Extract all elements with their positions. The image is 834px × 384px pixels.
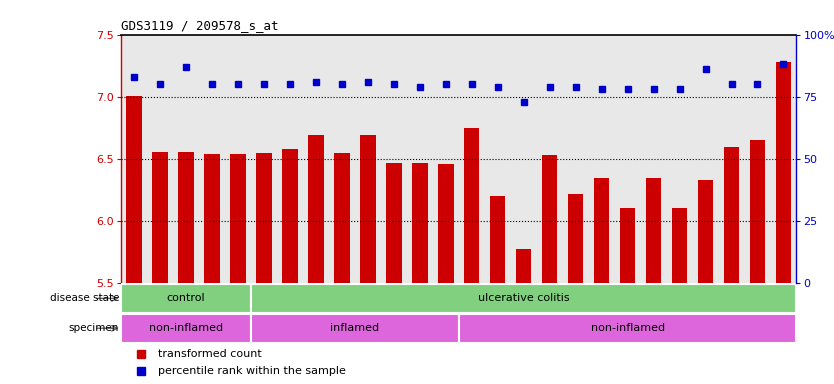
Bar [589,35,615,283]
Bar [459,314,796,343]
Bar [381,35,407,283]
Bar [121,314,251,343]
Bar [152,152,168,283]
Bar [303,35,329,283]
Bar [594,178,610,283]
Bar [198,35,225,283]
Bar [516,248,531,283]
Bar [256,153,272,283]
Bar [620,207,636,283]
Bar [438,164,454,283]
Bar [510,35,536,283]
Bar [485,35,510,283]
Bar [178,152,193,283]
Bar [542,155,557,283]
Bar [666,35,692,283]
Bar [568,194,584,283]
Bar [563,35,589,283]
Bar [698,180,713,283]
Bar [615,35,641,283]
Bar [412,163,428,283]
Bar [334,153,349,283]
Bar [745,35,771,283]
Bar [724,147,739,283]
Bar [641,35,666,283]
Bar [251,35,277,283]
Bar [251,284,796,313]
Text: transformed count: transformed count [158,349,262,359]
Bar [147,35,173,283]
Text: non-inflamed: non-inflamed [590,323,665,333]
Bar [771,35,796,283]
Text: specimen: specimen [69,323,119,333]
Bar [121,35,147,283]
Bar [433,35,459,283]
Bar [407,35,433,283]
Bar [225,35,251,283]
Bar [464,128,480,283]
Bar [354,35,381,283]
Bar [646,178,661,283]
Bar [459,35,485,283]
Bar [750,140,766,283]
Bar [490,196,505,283]
Bar [386,163,401,283]
Text: ulcerative colitis: ulcerative colitis [478,293,570,303]
Bar [536,35,563,283]
Bar [251,314,459,343]
Bar [230,154,246,283]
Text: disease state: disease state [50,293,119,303]
Bar [126,96,142,283]
Bar [121,284,251,313]
Bar [308,135,324,283]
Bar [282,149,298,283]
Bar [329,35,354,283]
Text: GDS3119 / 209578_s_at: GDS3119 / 209578_s_at [121,19,279,32]
Bar [671,207,687,283]
Bar [692,35,719,283]
Bar [173,35,198,283]
Bar [360,135,375,283]
Text: non-inflamed: non-inflamed [148,323,223,333]
Text: percentile rank within the sample: percentile rank within the sample [158,366,346,376]
Bar [776,62,791,283]
Bar [277,35,303,283]
Bar [719,35,745,283]
Bar [204,154,219,283]
Text: control: control [167,293,205,303]
Text: inflamed: inflamed [330,323,379,333]
